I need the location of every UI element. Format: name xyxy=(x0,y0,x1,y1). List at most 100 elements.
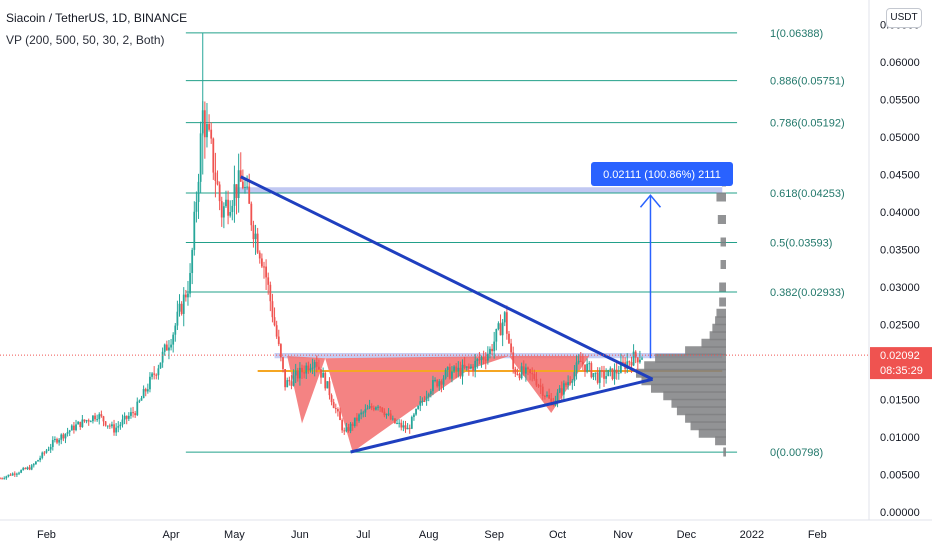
candle-body xyxy=(427,394,430,397)
candle-body xyxy=(370,406,373,408)
candle-body xyxy=(539,385,542,387)
candle-body xyxy=(180,303,183,314)
candle-body xyxy=(590,363,593,378)
candle-body xyxy=(140,398,143,401)
volume-profile-bar xyxy=(671,398,726,408)
volume-profile-bar xyxy=(641,376,726,386)
indicator-legend[interactable]: VP (200, 500, 50, 30, 2, Both) xyxy=(6,33,165,47)
price-axis[interactable]: 0.065000.060000.055000.050000.045000.040… xyxy=(880,20,920,520)
candle-body xyxy=(499,323,502,336)
candle-body xyxy=(465,366,468,368)
descending-trendline[interactable] xyxy=(240,175,654,381)
price-badges: 0.02092 08:35:29 xyxy=(0,347,932,380)
pattern-segment-2 xyxy=(325,356,509,452)
candle-body xyxy=(573,371,576,382)
fib-level-label: 0.786(0.05192) xyxy=(770,118,845,130)
candle-body xyxy=(541,386,544,396)
candle-body xyxy=(514,368,517,374)
candle-body xyxy=(121,419,124,425)
candle-body xyxy=(292,375,295,386)
price-tick-label: 0.05000 xyxy=(880,132,920,144)
candle-body xyxy=(419,401,422,406)
candle-body xyxy=(18,472,20,474)
candle-body xyxy=(100,414,103,417)
candle-body xyxy=(1,478,4,480)
candle-body xyxy=(351,423,354,426)
candle-body xyxy=(96,419,99,421)
candle-body xyxy=(641,358,643,360)
candle-body xyxy=(632,351,635,366)
candle-body xyxy=(113,424,115,433)
candle-body xyxy=(322,372,325,378)
measure-badge[interactable] xyxy=(591,162,733,186)
candle-body xyxy=(562,383,565,395)
candle-body xyxy=(600,370,603,372)
candle-body xyxy=(265,266,268,278)
candle-body xyxy=(596,372,599,383)
candle-body xyxy=(123,415,126,420)
time-tick-label: 2022 xyxy=(740,529,764,541)
price-tick-label: 0.04000 xyxy=(880,207,920,219)
trendline-drawings[interactable]: 0.02111 (100.86%) 2111 xyxy=(240,162,733,454)
price-tick-label: 0.05500 xyxy=(880,95,920,107)
candle-body xyxy=(168,347,170,351)
candle-body xyxy=(501,322,504,336)
candle-body xyxy=(258,252,261,259)
candle-body xyxy=(216,180,219,185)
candle-body xyxy=(442,378,445,385)
candle-body xyxy=(227,199,229,216)
candle-body xyxy=(203,110,206,138)
candle-body xyxy=(73,425,75,431)
currency-button[interactable]: USDT xyxy=(886,8,922,28)
candle-body xyxy=(385,413,388,416)
candle-body xyxy=(470,366,472,369)
candle-body xyxy=(410,417,413,429)
candle-body xyxy=(7,474,10,477)
fibonacci-retracement[interactable]: 1(0.06388) 0.886(0.05751) 0.786(0.05192) 0.… xyxy=(185,28,845,459)
candle-body xyxy=(182,294,185,314)
candle-body xyxy=(313,361,316,368)
candle-body xyxy=(503,312,506,323)
ascending-trendline[interactable] xyxy=(350,377,653,454)
candle-body xyxy=(482,357,485,360)
candle-body xyxy=(368,406,371,409)
candle-body xyxy=(425,396,428,401)
candle-body xyxy=(254,233,257,240)
candle-body xyxy=(349,423,352,432)
grid-lines xyxy=(0,0,932,521)
candle-body xyxy=(505,312,508,334)
candle-body xyxy=(307,365,310,371)
fib-level-label: 0.5(0.03593) xyxy=(770,238,832,250)
candle-body xyxy=(605,376,608,379)
candle-body xyxy=(398,422,401,424)
candle-body xyxy=(491,348,493,352)
candle-body xyxy=(565,383,567,386)
candle-body xyxy=(581,361,584,365)
candle-body xyxy=(413,414,415,418)
candle-body xyxy=(567,382,570,386)
candle-body xyxy=(87,420,90,422)
time-tick-label: Apr xyxy=(163,529,180,541)
candle-body xyxy=(28,467,31,470)
volume-profile-bar xyxy=(719,297,726,307)
candle-body xyxy=(531,373,534,375)
candle-body xyxy=(309,368,312,371)
projection-arrow-head[interactable] xyxy=(639,194,662,208)
candle-body xyxy=(375,407,377,410)
candle-body xyxy=(163,344,166,352)
candle-body xyxy=(343,430,346,432)
candle-body xyxy=(66,432,69,434)
candle-body xyxy=(518,374,521,379)
inverse-head-shoulders-pattern[interactable] xyxy=(257,356,723,452)
fib-level-label: 0(0.00798) xyxy=(770,447,823,459)
volume-profile-bar xyxy=(715,316,726,326)
volume-profile-bar xyxy=(663,391,726,401)
candle-body xyxy=(510,343,512,353)
candle-body xyxy=(383,411,386,416)
candle-body xyxy=(495,329,498,342)
volume-profile xyxy=(636,177,726,457)
time-axis[interactable]: Feb Apr May Jun Jul Aug Sep Oct Nov Dec 2022 Feb xyxy=(37,529,827,541)
candle-body xyxy=(98,414,101,420)
candle-body xyxy=(609,368,612,371)
